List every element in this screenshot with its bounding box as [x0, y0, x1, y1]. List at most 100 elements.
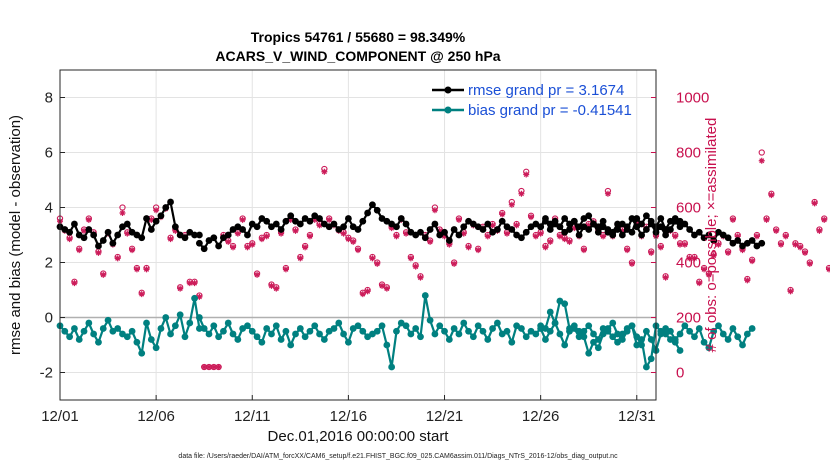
- rmse-point: [143, 215, 150, 222]
- bias-point: [186, 319, 194, 327]
- bias-point: [181, 333, 189, 341]
- obs-assimilated-point: [258, 236, 265, 243]
- bias-point: [484, 336, 492, 343]
- bias-point: [253, 333, 261, 341]
- obs-assimilated-point: [143, 266, 150, 273]
- obs-assimilated-point: [282, 266, 289, 273]
- rmse-point: [614, 226, 621, 233]
- bias-point: [671, 338, 679, 346]
- bias-point: [719, 330, 727, 338]
- obs-assimilated-point: [230, 244, 237, 251]
- y-tick-label: 6: [45, 145, 53, 162]
- rmse-point: [224, 231, 232, 239]
- bias-point: [570, 322, 578, 330]
- bias-point: [734, 333, 742, 341]
- bias-point: [739, 341, 746, 349]
- bias-point: [104, 316, 112, 324]
- rmse-point: [344, 215, 352, 222]
- obs-assimilated-point: [600, 233, 607, 240]
- x-tick-label: 12/11: [234, 408, 270, 425]
- rmse-point: [114, 231, 122, 239]
- obs-assimilated-point: [580, 247, 587, 254]
- rmse-point: [734, 237, 742, 244]
- bias-point: [594, 344, 602, 352]
- bias-point: [474, 322, 482, 330]
- obs-assimilated-point: [826, 266, 830, 273]
- rmse-point: [556, 223, 564, 231]
- rmse-point: [618, 231, 626, 239]
- obs-assimilated-point: [523, 171, 530, 178]
- obs-assimilated-point: [451, 260, 458, 267]
- obs-assimilated-point: [345, 236, 352, 243]
- rmse-point: [518, 234, 525, 242]
- rmse-point: [282, 217, 290, 225]
- obs-assimilated-point: [278, 230, 285, 237]
- legend: rmse grand pr = 3.1674 bias grand pr = -…: [432, 82, 632, 119]
- rmse-point: [662, 226, 670, 233]
- obs-assimilated-point: [239, 216, 246, 223]
- bias-point: [191, 294, 198, 302]
- obs-assimilated-point: [119, 210, 126, 216]
- bias-point: [85, 319, 93, 327]
- rmse-point: [426, 226, 434, 233]
- bias-point: [80, 327, 88, 335]
- bias-point: [580, 327, 588, 335]
- bias-point: [138, 349, 146, 357]
- obs-assimilated-point: [753, 233, 760, 240]
- bias-point: [455, 330, 463, 338]
- bias-point: [359, 327, 367, 335]
- obs-assimilated-point: [816, 227, 823, 234]
- bias-point: [340, 330, 347, 338]
- obs-assimilated-point: [696, 280, 703, 287]
- bias-point: [436, 322, 444, 330]
- obs-assimilated-point: [138, 291, 145, 298]
- bias-point: [532, 330, 540, 338]
- rmse-point: [215, 242, 223, 250]
- bias-point: [642, 327, 650, 335]
- obs-assimilated-point: [268, 282, 275, 289]
- bias-point: [426, 316, 434, 324]
- obs-assimilated-point: [633, 219, 640, 226]
- rmse-point: [695, 228, 703, 236]
- bias-point: [306, 327, 314, 335]
- rmse-point: [104, 228, 112, 236]
- y-tick-label: 4: [45, 200, 53, 217]
- obs-assimilated-point: [249, 241, 256, 248]
- obs-assimilated-point: [71, 280, 78, 287]
- obs-assimilated-point: [528, 214, 535, 221]
- bias-point: [662, 330, 670, 338]
- obs-assimilated-point: [499, 211, 506, 218]
- legend-bias: bias grand pr = -0.41541: [468, 102, 632, 119]
- obs-assimilated-point: [191, 280, 198, 287]
- bias-point: [441, 327, 448, 335]
- bias-point: [229, 330, 237, 338]
- obs-assimilated-point: [542, 244, 549, 251]
- obs-assimilated-point: [672, 233, 679, 240]
- rmse-point: [575, 231, 583, 239]
- rmse-point: [66, 228, 74, 236]
- obs-assimilated-point: [153, 207, 160, 214]
- rmse-point: [296, 220, 304, 228]
- obs-assimilated-point: [744, 277, 751, 284]
- rmse-point: [210, 234, 218, 242]
- footnote: data file: /Users/raeder/DAI/ATM_forcXX/…: [178, 453, 618, 460]
- bias-point: [556, 330, 564, 338]
- obs-assimilated-point: [734, 233, 741, 240]
- obs-assimilated-point: [321, 168, 328, 175]
- bias-point: [633, 341, 641, 349]
- rmse-point: [638, 220, 645, 228]
- bias-point: [465, 327, 472, 335]
- obs-assimilated-point: [100, 271, 107, 278]
- bias-point: [393, 327, 400, 335]
- obs-assimilated-point: [287, 216, 294, 223]
- rmse-point: [599, 217, 607, 225]
- bias-point: [147, 336, 155, 343]
- bias-point: [609, 319, 617, 327]
- obs-assimilated-point: [431, 207, 438, 214]
- y-axis-label: rmse and bias (model - observation): [7, 115, 24, 355]
- obs-assimilated-point: [532, 233, 539, 240]
- obs-assimilated-point: [254, 271, 261, 278]
- bias-point: [215, 333, 223, 341]
- obs-assimilated-point: [561, 236, 568, 243]
- rmse-point: [662, 231, 670, 239]
